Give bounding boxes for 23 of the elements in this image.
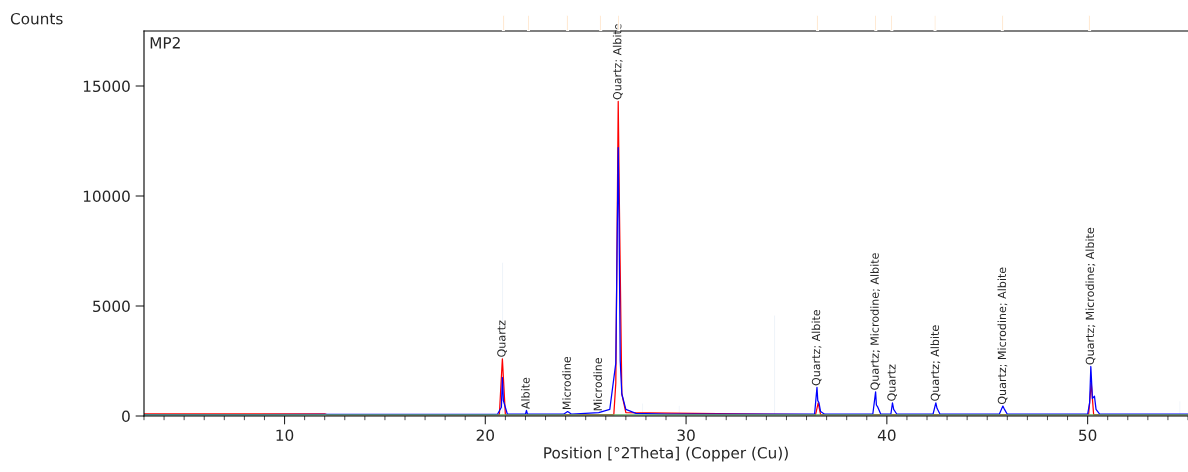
annotation: Quartz; Albite	[612, 23, 623, 100]
annotation: Quartz; Microdine; Albite	[1085, 227, 1096, 365]
y-tick-label: 5000	[93, 300, 130, 313]
x-tick-label: 30	[677, 429, 695, 442]
annotation: Quartz; Microdine; Albite	[870, 253, 881, 390]
x-tick-label: 20	[476, 429, 495, 442]
annotation: MP2	[150, 37, 180, 49]
x-tick-label: 50	[1079, 429, 1097, 442]
annotation: Quartz; Microdine; Albite	[997, 267, 1008, 405]
annotation: Microdine	[593, 357, 602, 411]
annotation: Quartz	[887, 364, 897, 401]
annotation: Quartz	[497, 320, 507, 357]
y-axis-title: Counts	[10, 12, 63, 25]
x-axis-title: Position [°2Theta] (Copper (Cu))	[544, 446, 788, 462]
annotation: Albite	[521, 377, 530, 410]
x-tick-label: 10	[276, 429, 294, 442]
annotation: Quartz; Albite	[811, 309, 822, 386]
annotation: Quartz; Albite	[930, 325, 941, 401]
x-tick-label: 40	[877, 429, 896, 442]
y-tick-label: 0	[122, 410, 130, 423]
annotation: Microdine	[562, 356, 571, 410]
y-tick-label: 15000	[83, 80, 130, 93]
y-tick-label: 10000	[83, 190, 130, 203]
